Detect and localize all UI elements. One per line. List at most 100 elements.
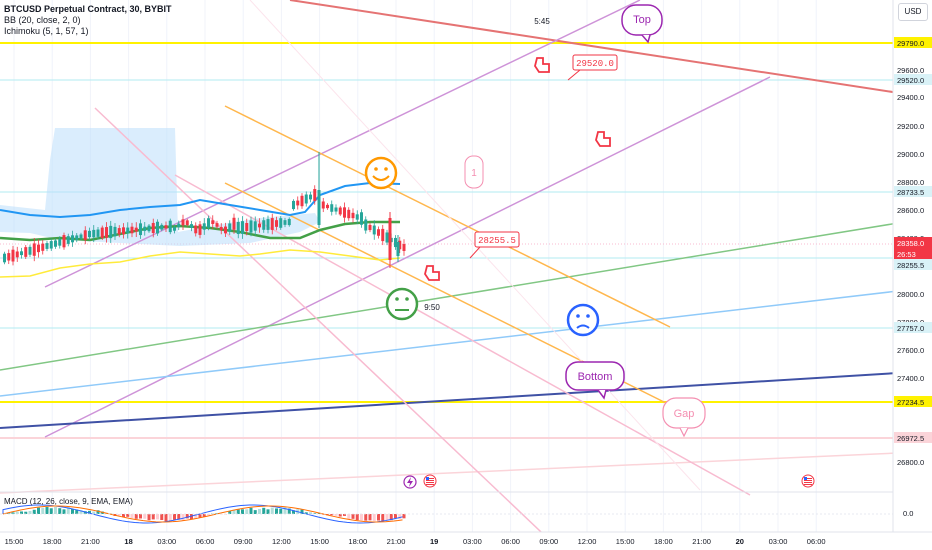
candle[interactable] <box>364 216 368 234</box>
candle[interactable] <box>41 239 45 255</box>
candle[interactable] <box>279 216 283 230</box>
candle[interactable] <box>287 217 291 227</box>
trend-line-light-blue[interactable] <box>0 290 899 397</box>
candle[interactable] <box>15 246 19 262</box>
trend-line-navy[interactable] <box>0 372 899 429</box>
price-label-badge[interactable]: 29520.0 <box>894 74 932 85</box>
candle[interactable] <box>283 217 287 228</box>
candle[interactable] <box>168 218 172 235</box>
candle[interactable] <box>402 239 406 256</box>
candle[interactable] <box>249 216 253 237</box>
candle[interactable] <box>215 220 219 230</box>
price-label-badge[interactable]: 28358.0 <box>894 237 932 248</box>
pointing-hand-icon[interactable] <box>534 57 550 73</box>
currency-button[interactable]: USD <box>898 3 928 21</box>
candle[interactable] <box>122 223 125 239</box>
candle[interactable] <box>198 221 202 239</box>
bb-upper-band[interactable] <box>0 181 401 219</box>
candle[interactable] <box>45 240 49 252</box>
candle[interactable] <box>92 225 96 243</box>
candle[interactable] <box>338 205 342 217</box>
candle[interactable] <box>258 218 261 233</box>
trend-line-pink-bottom[interactable] <box>0 452 899 494</box>
candle[interactable] <box>28 244 32 257</box>
candle[interactable] <box>100 225 104 241</box>
trend-line-green[interactable] <box>0 222 899 371</box>
candle[interactable] <box>71 230 74 247</box>
candle[interactable] <box>109 220 113 244</box>
candle[interactable] <box>317 152 321 228</box>
candle[interactable] <box>207 215 210 231</box>
candle[interactable] <box>296 196 300 210</box>
candle[interactable] <box>54 238 57 249</box>
macd-legend[interactable]: MACD (12, 26, close, 9, EMA, EMA) <box>4 497 133 506</box>
price-label-badge[interactable]: 26972.5 <box>894 432 932 443</box>
smiley-happy-icon[interactable] <box>364 156 398 190</box>
candle[interactable] <box>253 216 257 236</box>
lightning-icon[interactable] <box>403 475 417 489</box>
candle[interactable] <box>126 222 130 239</box>
candle[interactable] <box>394 235 397 250</box>
candle[interactable] <box>351 208 355 223</box>
ichimoku-legend[interactable]: Ichimoku (5, 1, 57, 1) <box>4 26 89 36</box>
candle[interactable] <box>143 222 147 236</box>
callout-bottom[interactable]: Bottom <box>565 361 625 400</box>
candle[interactable] <box>181 214 185 230</box>
bb-basis-line[interactable] <box>0 220 400 242</box>
candle[interactable] <box>275 216 278 231</box>
pointing-hand-icon[interactable] <box>595 131 611 147</box>
candle[interactable] <box>117 225 121 238</box>
candle[interactable] <box>385 229 389 246</box>
candle[interactable] <box>398 236 402 254</box>
price-label-badge[interactable]: 28255.5 <box>894 259 932 270</box>
price-label-badge[interactable]: 27234.5 <box>894 396 932 407</box>
candle[interactable] <box>3 251 6 265</box>
candle[interactable] <box>139 219 142 239</box>
candle[interactable] <box>88 227 91 241</box>
candle[interactable] <box>347 207 351 221</box>
candle[interactable] <box>83 226 87 245</box>
trend-line-purple-upper[interactable] <box>44 0 641 288</box>
signal-line[interactable] <box>2 505 403 523</box>
us-flag-icon[interactable] <box>423 474 437 488</box>
candle[interactable] <box>173 224 176 234</box>
bb-legend[interactable]: BB (20, close, 2, 0) <box>4 15 81 25</box>
callout-number[interactable]: 1 <box>464 155 484 189</box>
price-label-badge[interactable]: 28733.5 <box>894 186 932 197</box>
candle[interactable] <box>232 213 236 234</box>
candle[interactable] <box>96 226 100 240</box>
candle[interactable] <box>20 247 23 259</box>
candle[interactable] <box>304 191 308 207</box>
candle[interactable] <box>105 222 108 243</box>
candle[interactable] <box>62 232 66 250</box>
candle[interactable] <box>164 221 168 233</box>
candle[interactable] <box>330 200 334 216</box>
candle[interactable] <box>292 199 295 211</box>
price-label-badge[interactable]: 29790.0 <box>894 37 932 48</box>
time-axis[interactable] <box>0 532 932 550</box>
candle[interactable] <box>211 215 215 230</box>
trend-line-pink-diagonal-1[interactable] <box>94 107 561 550</box>
candle[interactable] <box>377 226 380 239</box>
candle[interactable] <box>270 213 274 235</box>
candle[interactable] <box>321 197 325 213</box>
candle[interactable] <box>334 204 338 215</box>
price-label-badge[interactable]: 27757.0 <box>894 322 932 333</box>
candle[interactable] <box>202 218 206 235</box>
candle[interactable] <box>79 232 83 241</box>
candle[interactable] <box>11 245 15 266</box>
candle[interactable] <box>37 239 40 258</box>
candle[interactable] <box>245 218 249 236</box>
candle[interactable] <box>130 222 134 238</box>
trend-line-orange-upper[interactable] <box>224 105 671 328</box>
candle[interactable] <box>58 236 62 249</box>
candle[interactable] <box>262 217 266 233</box>
candle[interactable] <box>236 217 240 239</box>
callout-top[interactable]: Top <box>621 4 663 44</box>
candle[interactable] <box>326 203 329 210</box>
candle[interactable] <box>300 193 304 209</box>
candle[interactable] <box>228 220 232 235</box>
callout-gap[interactable]: Gap <box>662 397 706 438</box>
candle[interactable] <box>266 215 270 234</box>
